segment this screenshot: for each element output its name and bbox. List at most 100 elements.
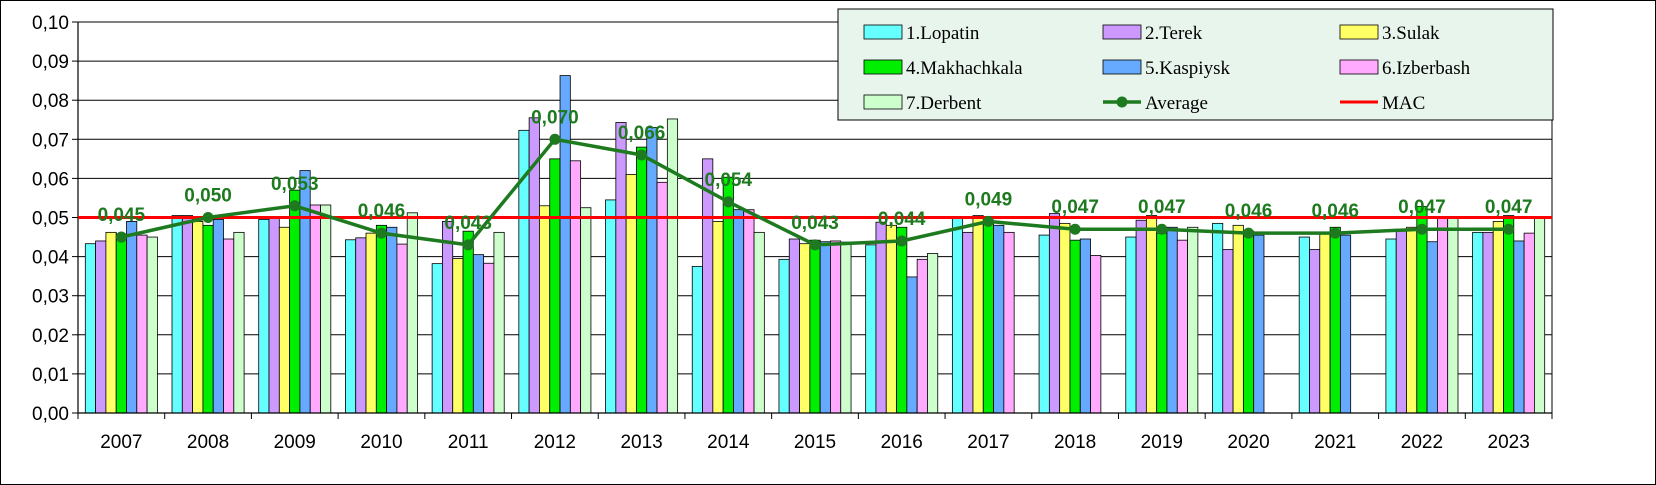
bar (830, 240, 842, 414)
y-tick-label: 0,01 (32, 365, 69, 386)
bar (799, 243, 811, 414)
bar (472, 254, 485, 414)
bar (483, 262, 495, 414)
x-tick-label: 2013 (620, 432, 662, 453)
average-data-label: 0,043 (444, 213, 492, 234)
bar (462, 230, 474, 414)
bar (743, 209, 755, 414)
bar (1329, 226, 1341, 414)
legend-box (837, 8, 1554, 121)
bar (1242, 230, 1255, 414)
x-axis-ticks: 2007 2008 2009 2010 2011 2012 2013 2014 2015 2016… (77, 413, 1553, 453)
average-data-label: 0,044 (878, 209, 926, 230)
legend-swatch (1339, 24, 1379, 40)
average-data-label: 0,070 (531, 107, 579, 128)
bar (1395, 230, 1407, 414)
average-data-label: 0,046 (1311, 201, 1359, 222)
bar (146, 236, 158, 414)
legend-label: Average (1145, 93, 1208, 114)
legend-swatch (1339, 59, 1379, 75)
bar (258, 219, 270, 414)
bar (778, 258, 790, 414)
legend-swatch-marker (1116, 96, 1128, 108)
bar (95, 240, 107, 414)
y-tick-label: 0,07 (32, 130, 69, 151)
bar (865, 244, 877, 414)
bar (452, 258, 464, 414)
y-tick-label: 0,10 (32, 13, 69, 34)
x-tick-label: 2010 (360, 432, 402, 453)
average-data-label: 0,054 (705, 170, 753, 191)
bar (569, 160, 582, 414)
y-axis-ticks: 0,00 0,01 0,02 0,03 0,04 0,05 0,06 0,07 0,08 0,09… (32, 13, 78, 425)
average-data-label: 0,046 (1225, 201, 1273, 222)
bar (972, 215, 984, 414)
legend-label: 6.Izberbash (1382, 58, 1471, 79)
x-tick-label: 2015 (794, 432, 836, 453)
bar (202, 224, 214, 414)
average-point (115, 231, 127, 243)
bar (1166, 226, 1178, 414)
average-point (982, 215, 994, 227)
bar (223, 238, 235, 414)
bar (84, 243, 97, 414)
average-point (1069, 223, 1081, 235)
legend-label: 1.Lopatin (906, 23, 980, 44)
bar (1492, 221, 1504, 414)
bar (549, 158, 561, 414)
bar (1406, 226, 1418, 414)
y-tick-label: 0,05 (32, 209, 69, 230)
bar (840, 241, 852, 414)
x-tick-label: 2007 (100, 432, 142, 453)
average-point (722, 196, 734, 208)
bar (442, 221, 454, 414)
average-point (636, 149, 648, 161)
x-tick-label: 2019 (1141, 432, 1183, 453)
bar (1416, 206, 1428, 414)
x-tick-label: 2016 (881, 432, 923, 453)
average-point (289, 200, 301, 212)
average-data-label: 0,047 (1051, 197, 1099, 218)
bar (788, 238, 800, 414)
bar (171, 215, 183, 414)
average-data-label: 0,045 (98, 205, 146, 226)
bar (396, 243, 408, 414)
bar (615, 122, 627, 414)
legend: 1.Lopatin 2.Terek 3.Sulak 4.Makhachkala 5.Ka… (837, 8, 1554, 121)
average-point (809, 239, 821, 251)
average-data-label: 0,047 (1398, 197, 1446, 218)
bar (636, 146, 648, 414)
bar (126, 221, 138, 414)
average-point (1156, 223, 1168, 235)
bar (885, 224, 897, 414)
y-tick-label: 0,04 (32, 248, 69, 269)
bar (375, 224, 388, 414)
x-tick-label: 2021 (1314, 432, 1356, 453)
bar (309, 204, 321, 414)
bar (1212, 222, 1224, 414)
bar (1513, 240, 1525, 414)
bar (1298, 236, 1310, 414)
bar (1048, 213, 1061, 414)
legend-label: 5.Kaspiysk (1145, 58, 1230, 79)
legend-label: 7.Derbent (906, 93, 982, 114)
bar (722, 176, 734, 414)
x-tick-label: 2014 (707, 432, 750, 453)
bar (431, 263, 443, 414)
x-tick-label: 2020 (1227, 432, 1269, 453)
bar (753, 231, 765, 414)
bar (355, 237, 367, 414)
bar (1319, 231, 1331, 414)
average-point (1243, 227, 1255, 239)
bar (1090, 255, 1102, 414)
bar (365, 232, 377, 414)
legend-label: 3.Sulak (1382, 23, 1440, 44)
bar (580, 207, 592, 414)
y-tick-label: 0,00 (32, 404, 69, 425)
average-data-label: 0,050 (184, 186, 232, 207)
bar (1038, 234, 1050, 414)
bar (406, 212, 418, 414)
bar (1232, 224, 1244, 414)
x-tick-label: 2012 (534, 432, 576, 453)
bar (1003, 231, 1015, 414)
